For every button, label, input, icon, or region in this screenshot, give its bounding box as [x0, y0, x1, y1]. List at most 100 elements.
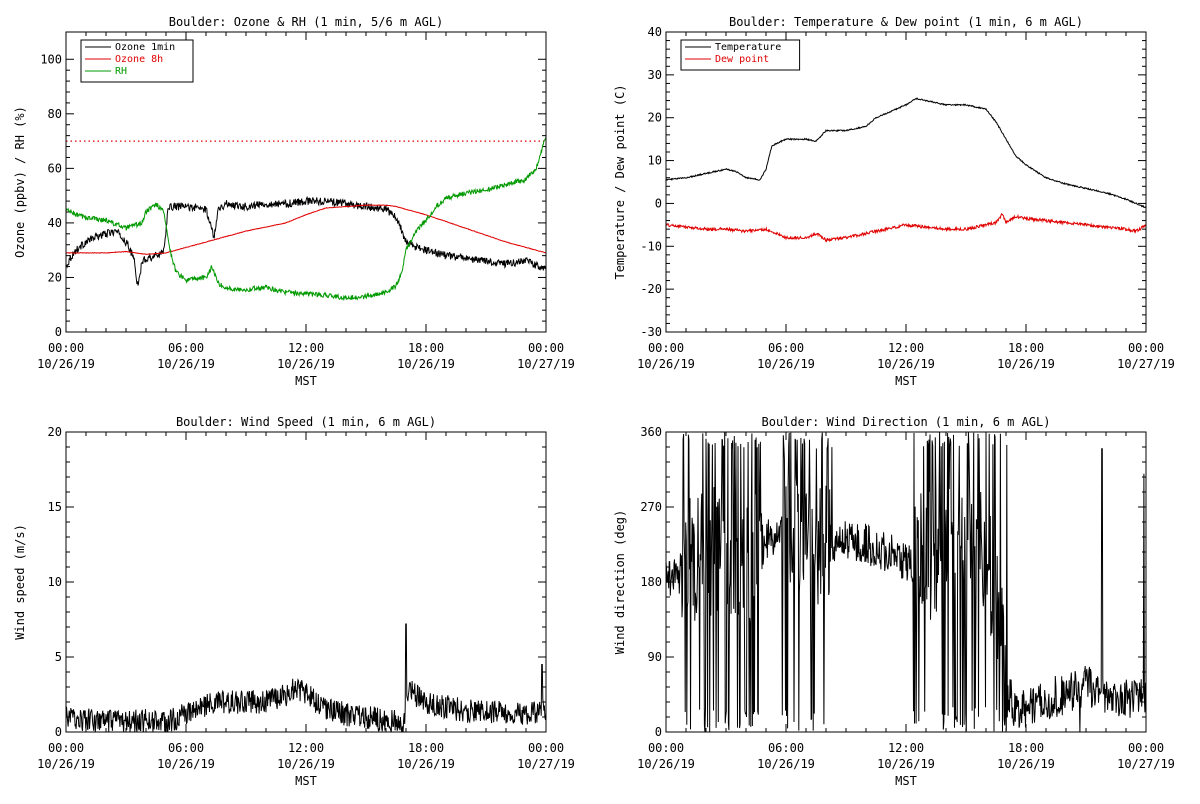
chart-title: Boulder: Wind Speed (1 min, 6 m AGL): [176, 415, 436, 429]
y-tick-label: 20: [48, 425, 62, 439]
y-axis-label: Wind direction (deg): [613, 510, 627, 655]
x-tick-date-label: 10/26/19: [397, 357, 455, 371]
y-tick-label: 360: [640, 425, 662, 439]
x-tick-date-label: 10/26/19: [37, 757, 95, 771]
series-line: [66, 196, 546, 286]
x-tick-date-label: 10/26/19: [397, 757, 455, 771]
x-tick-date-label: 10/26/19: [637, 357, 695, 371]
legend-entry: Ozone 8h: [115, 54, 163, 65]
x-tick-date-label: 10/26/19: [877, 757, 935, 771]
x-tick-date-label: 10/26/19: [637, 757, 695, 771]
x-tick-time-label: 12:00: [288, 341, 324, 355]
y-tick-label: -20: [640, 282, 662, 296]
x-tick-time-label: 18:00: [408, 341, 444, 355]
x-tick-time-label: 06:00: [168, 741, 204, 755]
plot-frame: [665, 31, 1147, 333]
chart-title: Boulder: Ozone & RH (1 min, 5/6 m AGL): [169, 15, 444, 29]
x-axis-label: MST: [895, 374, 917, 388]
y-tick-label: 0: [55, 725, 62, 739]
chart-title: Boulder: Wind Direction (1 min, 6 m AGL): [762, 415, 1051, 429]
x-tick-time-label: 12:00: [288, 741, 324, 755]
x-tick-time-label: 00:00: [1128, 741, 1164, 755]
x-tick-date-label: 10/26/19: [157, 357, 215, 371]
series-line: [666, 432, 1146, 732]
x-tick-date-label: 10/26/19: [877, 357, 935, 371]
y-tick-label: -30: [640, 325, 662, 339]
y-tick-label: 180: [640, 575, 662, 589]
chart-panel-4: Boulder: Wind Direction (1 min, 6 m AGL)…: [613, 415, 1175, 788]
x-axis-label: MST: [895, 774, 917, 788]
plot-frame: [65, 31, 547, 333]
chart-panel-2: Boulder: Temperature & Dew point (1 min,…: [613, 15, 1175, 388]
x-tick-date-label: 10/26/19: [277, 757, 335, 771]
x-tick-time-label: 18:00: [1008, 341, 1044, 355]
chart-panel-3: Boulder: Wind Speed (1 min, 6 m AGL) Wind…: [13, 415, 575, 788]
x-tick-date-label: 10/26/19: [277, 357, 335, 371]
x-axis-label: MST: [295, 774, 317, 788]
x-tick-date-label: 10/26/19: [757, 757, 815, 771]
series-line: [666, 97, 1146, 209]
y-tick-label: 10: [48, 575, 62, 589]
x-tick-time-label: 00:00: [528, 741, 564, 755]
y-tick-label: 270: [640, 500, 662, 514]
x-tick-time-label: 06:00: [768, 741, 804, 755]
x-tick-time-label: 06:00: [768, 341, 804, 355]
y-tick-label: 40: [48, 216, 62, 230]
x-tick-date-label: 10/26/19: [157, 757, 215, 771]
x-tick-date-label: 10/26/19: [997, 757, 1055, 771]
x-tick-time-label: 00:00: [528, 341, 564, 355]
y-tick-label: 0: [655, 725, 662, 739]
plot-frame: [65, 431, 547, 733]
y-tick-label: 90: [648, 650, 662, 664]
plot-frame: [665, 431, 1147, 733]
x-tick-date-label: 10/27/19: [1117, 757, 1175, 771]
x-tick-date-label: 10/26/19: [37, 357, 95, 371]
x-tick-time-label: 12:00: [888, 741, 924, 755]
y-tick-label: 100: [40, 52, 62, 66]
series-line: [666, 212, 1146, 243]
legend-entry: Ozone 1min: [115, 42, 175, 53]
y-tick-label: 60: [48, 161, 62, 175]
series-line: [66, 204, 546, 255]
x-tick-time-label: 06:00: [168, 341, 204, 355]
y-axis-label: Temperature / Dew point (C): [613, 84, 627, 279]
x-tick-time-label: 18:00: [408, 741, 444, 755]
x-tick-time-label: 12:00: [888, 341, 924, 355]
x-tick-time-label: 00:00: [648, 741, 684, 755]
chart-panel-1: Boulder: Ozone & RH (1 min, 5/6 m AGL) Oz…: [13, 15, 575, 388]
x-tick-time-label: 18:00: [1008, 741, 1044, 755]
x-tick-date-label: 10/26/19: [997, 357, 1055, 371]
y-tick-label: -10: [640, 239, 662, 253]
y-tick-label: 5: [55, 650, 62, 664]
y-tick-label: 15: [48, 500, 62, 514]
series-line: [66, 623, 546, 732]
y-tick-label: 0: [655, 196, 662, 210]
x-axis-label: MST: [295, 374, 317, 388]
legend-entry: Temperature: [715, 42, 781, 53]
x-tick-time-label: 00:00: [1128, 341, 1164, 355]
series-line: [66, 135, 546, 301]
y-tick-label: 80: [48, 107, 62, 121]
x-tick-date-label: 10/27/19: [517, 757, 575, 771]
legend-box: [680, 39, 801, 71]
x-tick-time-label: 00:00: [48, 741, 84, 755]
y-axis-label: Wind speed (m/s): [13, 524, 27, 640]
x-tick-date-label: 10/27/19: [517, 357, 575, 371]
y-tick-label: 20: [648, 111, 662, 125]
legend-entry: RH: [115, 66, 127, 77]
y-tick-label: 40: [648, 25, 662, 39]
x-tick-date-label: 10/27/19: [1117, 357, 1175, 371]
x-tick-time-label: 00:00: [648, 341, 684, 355]
x-tick-date-label: 10/26/19: [757, 357, 815, 371]
y-tick-label: 30: [648, 68, 662, 82]
y-tick-label: 20: [48, 270, 62, 284]
y-tick-label: 0: [55, 325, 62, 339]
legend-entry: Dew point: [715, 54, 769, 65]
y-tick-label: 10: [648, 154, 662, 168]
chart-title: Boulder: Temperature & Dew point (1 min,…: [729, 15, 1083, 29]
x-tick-time-label: 00:00: [48, 341, 84, 355]
